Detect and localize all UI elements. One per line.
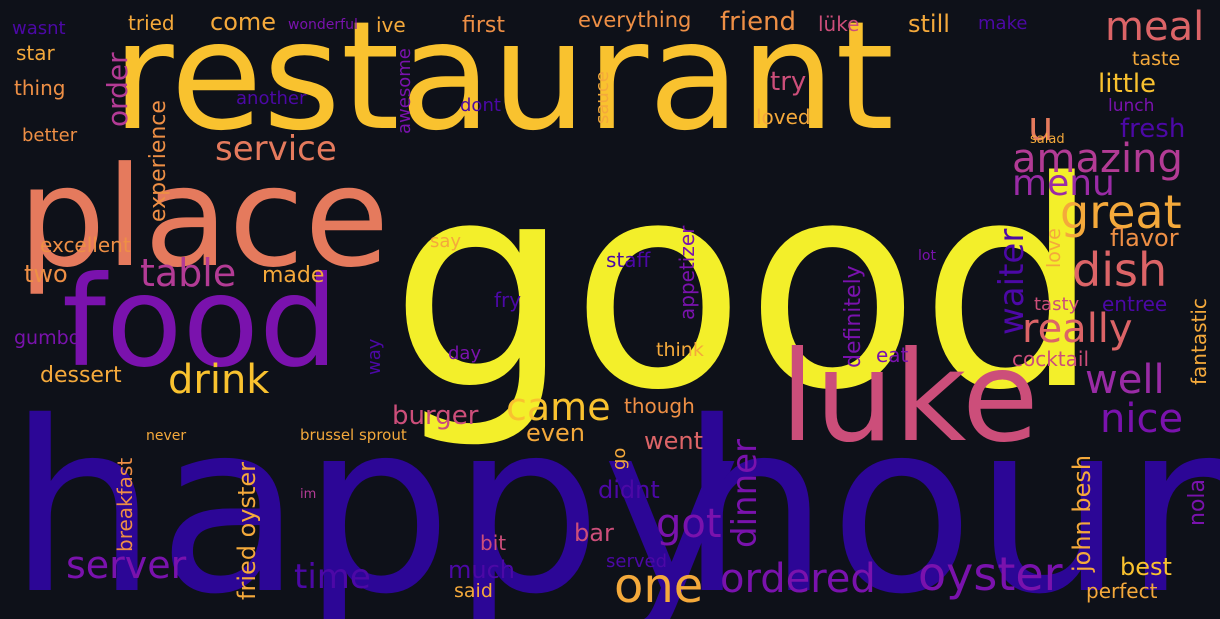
word-brussel-sprout: brussel sprout xyxy=(300,426,407,444)
word-happy: happy xyxy=(8,371,741,619)
word-way: way xyxy=(364,338,385,375)
word-first: first xyxy=(462,13,505,38)
word-well: well xyxy=(1085,357,1165,403)
word-ive: ive xyxy=(376,13,406,37)
word-much: much xyxy=(448,556,515,584)
word-eat: eat xyxy=(876,343,909,367)
word-good: good xyxy=(390,121,1101,453)
word-bar: bar xyxy=(574,519,614,547)
word-really: really xyxy=(1022,306,1133,352)
word-little: little xyxy=(1098,69,1156,99)
word-day: day xyxy=(448,343,481,364)
word-gumbo: gumbo xyxy=(14,327,80,349)
word-luke2: lüke xyxy=(818,12,859,36)
word-ordered: ordered xyxy=(720,556,876,602)
word-flavor: flavor xyxy=(1110,224,1179,252)
word-perfect: perfect xyxy=(1086,579,1158,603)
word-luke: luke xyxy=(780,325,1039,470)
word-thing: thing xyxy=(14,76,65,100)
word-fry: fry xyxy=(494,288,521,312)
word-wonderful: wonderful xyxy=(288,17,358,33)
word-place: place xyxy=(18,137,389,298)
word-lunch: lunch xyxy=(1108,96,1154,116)
word-breakfast: breakfast xyxy=(113,458,137,552)
word-didnt: didnt xyxy=(598,476,660,504)
word-say: say xyxy=(430,231,461,252)
word-tasty: tasty xyxy=(1034,294,1080,315)
word-star: star xyxy=(16,41,56,65)
word-server: server xyxy=(66,543,187,587)
word-nice: nice xyxy=(1100,396,1183,442)
word-dish: dish xyxy=(1072,243,1167,297)
word-burger: burger xyxy=(392,401,479,431)
word-meal: meal xyxy=(1105,4,1204,50)
word-appetizer: appetizer xyxy=(675,225,699,320)
word-definitely: definitely xyxy=(841,265,866,368)
word-cocktail: cocktail xyxy=(1012,347,1089,371)
word-entree: entree xyxy=(1102,292,1167,316)
word-never: never xyxy=(146,428,186,444)
word-loved: loved xyxy=(756,105,811,129)
word-awesome: awesome xyxy=(394,48,415,134)
word-try: try xyxy=(770,67,806,97)
word-friend: friend xyxy=(720,7,796,37)
word-u: u xyxy=(1028,104,1053,150)
word-think: think xyxy=(656,339,704,361)
word-served: served xyxy=(606,551,667,572)
word-tried: tried xyxy=(128,11,175,35)
word-everything: everything xyxy=(578,8,691,32)
word-service: service xyxy=(215,129,337,169)
word-lot: lot xyxy=(918,248,936,264)
word-john-besh: john besh xyxy=(1068,455,1096,573)
word-food: food xyxy=(62,250,338,395)
word-fantastic: fantastic xyxy=(1187,298,1211,385)
word-still: still xyxy=(908,10,950,38)
word-drink: drink xyxy=(168,357,270,403)
word-im: im xyxy=(300,487,316,502)
word-though: though xyxy=(624,394,695,418)
word-nola: nola xyxy=(1185,479,1210,526)
word-menu: menu xyxy=(1012,163,1115,204)
word-amazing: amazing xyxy=(1012,136,1183,182)
word-even: even xyxy=(526,419,585,447)
word-bit: bit xyxy=(480,531,506,555)
word-oyster: oyster xyxy=(918,547,1063,601)
word-great: great xyxy=(1060,185,1182,239)
word-restaurant: restaurant xyxy=(112,0,894,164)
word-staff: staff xyxy=(606,248,652,272)
word-experience: experience xyxy=(146,100,171,222)
word-time: time xyxy=(294,557,371,597)
word-dessert: dessert xyxy=(40,363,122,388)
word-better: better xyxy=(22,125,78,146)
word-excellent: excellent xyxy=(40,233,131,257)
word-dinner: dinner xyxy=(725,439,765,548)
word-go: go xyxy=(609,448,630,470)
word-order: order xyxy=(101,52,134,127)
word-fresh: fresh xyxy=(1120,114,1185,144)
word-love: love xyxy=(1043,228,1065,268)
word-said: said xyxy=(454,580,493,602)
word-fried-oyster: fried oyster xyxy=(233,462,261,600)
word-taste: taste xyxy=(1132,48,1180,70)
word-got: got xyxy=(656,501,722,547)
word-went: went xyxy=(644,427,703,455)
word-another: another xyxy=(236,88,307,109)
word-one: one xyxy=(614,558,703,614)
word-dont: dont xyxy=(460,95,501,116)
word-best: best xyxy=(1120,553,1172,581)
word-sauce: sauce xyxy=(592,71,613,124)
word-made: made xyxy=(262,263,324,288)
word-hour: hour xyxy=(680,371,1220,619)
word-salad: salad xyxy=(1030,132,1065,147)
word-table: table xyxy=(140,251,236,295)
word-came: came xyxy=(506,385,611,429)
word-come: come xyxy=(210,8,276,36)
word-two: two xyxy=(24,260,68,288)
word-waiter: waiter xyxy=(992,229,1032,335)
word-make: make xyxy=(978,13,1027,34)
word-wasnt: wasnt xyxy=(12,18,66,39)
